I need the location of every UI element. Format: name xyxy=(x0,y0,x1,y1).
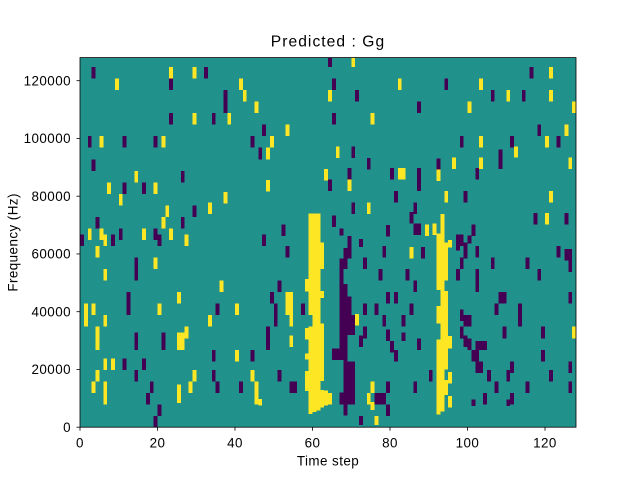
svg-text:60: 60 xyxy=(305,436,321,451)
svg-text:20000: 20000 xyxy=(32,362,72,377)
svg-text:100000: 100000 xyxy=(24,131,71,146)
svg-text:60000: 60000 xyxy=(32,247,72,262)
svg-text:20: 20 xyxy=(150,436,166,451)
svg-text:0: 0 xyxy=(76,436,84,451)
svg-text:120: 120 xyxy=(533,436,557,451)
svg-text:80000: 80000 xyxy=(32,189,72,204)
svg-text:Time step: Time step xyxy=(297,454,359,469)
svg-text:100: 100 xyxy=(456,436,480,451)
svg-text:Predicted : Gg: Predicted : Gg xyxy=(271,34,385,51)
svg-text:40: 40 xyxy=(227,436,243,451)
svg-text:Frequency (Hz): Frequency (Hz) xyxy=(6,193,21,292)
svg-text:40000: 40000 xyxy=(32,304,72,319)
svg-text:0: 0 xyxy=(63,420,71,435)
svg-text:120000: 120000 xyxy=(24,73,71,88)
svg-text:80: 80 xyxy=(382,436,398,451)
